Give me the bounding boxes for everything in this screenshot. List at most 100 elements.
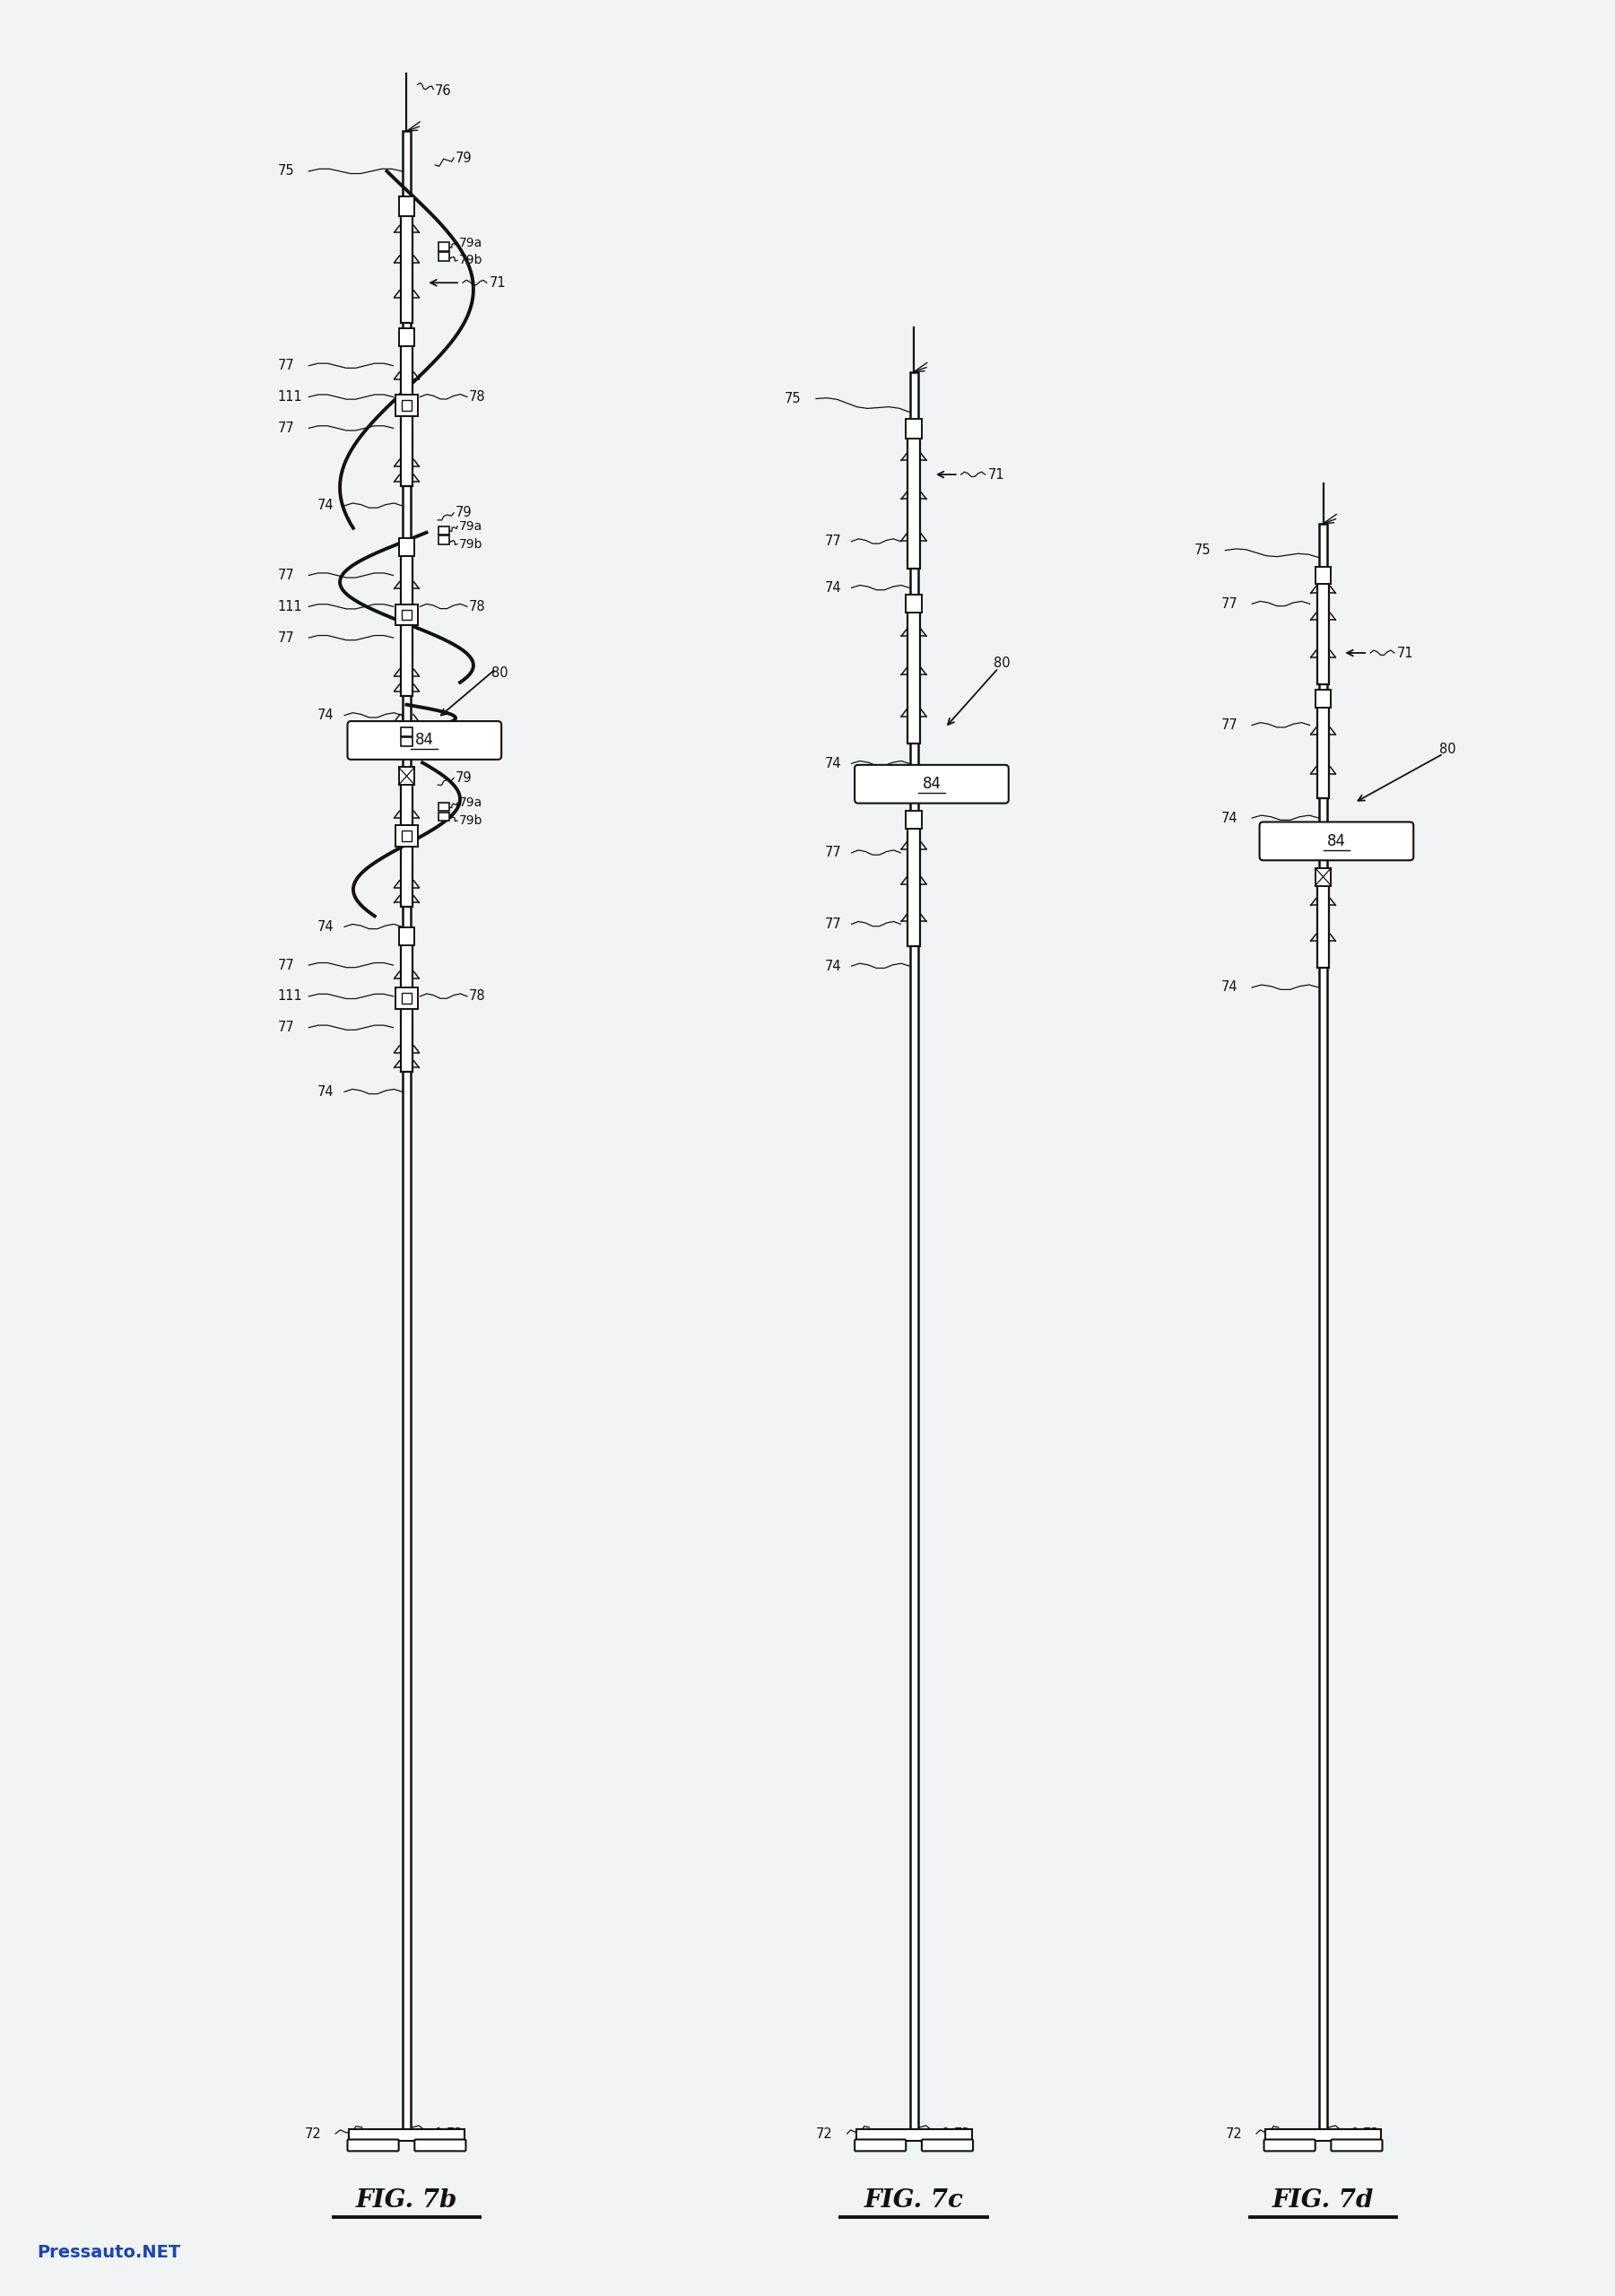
Text: 84: 84 <box>415 732 434 748</box>
FancyBboxPatch shape <box>347 721 501 760</box>
Text: 76: 76 <box>434 85 452 99</box>
Bar <box>1316 576 1329 684</box>
Bar <box>401 400 412 411</box>
Text: 71: 71 <box>988 468 1005 482</box>
Text: 74: 74 <box>825 960 841 974</box>
Text: 78: 78 <box>468 990 486 1003</box>
Bar <box>439 813 449 822</box>
FancyBboxPatch shape <box>1265 2140 1315 2151</box>
Bar <box>856 2128 972 2140</box>
Bar <box>396 395 418 416</box>
Bar <box>399 767 415 785</box>
Bar <box>401 340 413 487</box>
Bar <box>906 595 922 613</box>
Bar <box>349 2128 465 2140</box>
Bar <box>401 608 412 620</box>
Text: 73: 73 <box>447 2126 464 2140</box>
FancyBboxPatch shape <box>922 2140 972 2151</box>
Text: FIG. 7b: FIG. 7b <box>355 2188 457 2213</box>
Bar <box>908 429 921 567</box>
Bar <box>399 537 415 556</box>
Bar <box>906 420 922 439</box>
Bar <box>906 810 922 829</box>
Text: 111: 111 <box>278 390 302 404</box>
Bar <box>908 822 921 946</box>
Text: 79: 79 <box>455 152 472 165</box>
Text: 80: 80 <box>993 657 1011 670</box>
Bar <box>439 253 449 262</box>
Text: 77: 77 <box>278 422 294 434</box>
Text: 71: 71 <box>1397 645 1413 659</box>
Text: 79b: 79b <box>459 537 483 551</box>
Text: 78: 78 <box>468 390 486 404</box>
Bar <box>1265 2128 1381 2140</box>
Text: 77: 77 <box>825 918 841 930</box>
Text: 80: 80 <box>1439 742 1455 755</box>
Text: 72: 72 <box>1226 2126 1242 2140</box>
Text: 77: 77 <box>278 957 294 971</box>
Text: 111: 111 <box>278 599 302 613</box>
Text: 72: 72 <box>304 2126 321 2140</box>
Text: 78: 78 <box>468 599 486 613</box>
Bar <box>401 549 413 696</box>
Text: 75: 75 <box>278 165 294 179</box>
Text: 74: 74 <box>1221 810 1237 824</box>
Text: 74: 74 <box>318 498 334 512</box>
Text: 79: 79 <box>455 505 472 519</box>
Bar <box>401 939 413 1072</box>
Text: 74: 74 <box>318 921 334 934</box>
Bar <box>401 778 413 907</box>
Text: 77: 77 <box>1221 597 1237 611</box>
FancyBboxPatch shape <box>415 2140 465 2151</box>
Text: 77: 77 <box>278 569 294 583</box>
FancyBboxPatch shape <box>854 765 1009 804</box>
Text: 77: 77 <box>825 535 841 549</box>
Bar <box>439 804 449 810</box>
Bar <box>908 606 921 744</box>
Text: 77: 77 <box>825 845 841 859</box>
Bar <box>1315 567 1331 583</box>
Bar <box>401 831 412 840</box>
Bar <box>399 195 415 216</box>
Text: 84: 84 <box>922 776 942 792</box>
Text: FIG. 7d: FIG. 7d <box>1273 2188 1374 2213</box>
Bar <box>1319 523 1328 2128</box>
Text: 74: 74 <box>318 1086 334 1097</box>
Bar <box>439 243 449 250</box>
Bar <box>401 207 413 324</box>
Text: 80: 80 <box>491 666 507 680</box>
Text: 72: 72 <box>816 2126 833 2140</box>
Text: 77: 77 <box>278 358 294 372</box>
Bar <box>396 824 418 847</box>
Text: 111: 111 <box>278 990 302 1003</box>
Bar <box>439 526 449 535</box>
Text: 77: 77 <box>278 1022 294 1033</box>
FancyBboxPatch shape <box>854 2140 906 2151</box>
Text: 79b: 79b <box>459 255 483 266</box>
Text: 79a: 79a <box>459 236 483 248</box>
Bar <box>399 328 415 347</box>
Bar <box>1315 868 1331 886</box>
Bar <box>1315 689 1331 707</box>
Bar <box>1316 879 1329 969</box>
Bar <box>396 604 418 625</box>
Text: 74: 74 <box>1221 980 1237 994</box>
Text: 74: 74 <box>318 709 334 723</box>
Text: Pressauto.NET: Pressauto.NET <box>37 2243 181 2262</box>
Bar <box>402 131 410 2128</box>
Bar <box>401 737 413 746</box>
FancyBboxPatch shape <box>347 2140 399 2151</box>
Text: 79a: 79a <box>459 797 483 808</box>
FancyBboxPatch shape <box>1331 2140 1382 2151</box>
Text: 77: 77 <box>278 631 294 645</box>
Bar <box>909 372 917 2128</box>
Text: 77: 77 <box>1221 719 1237 732</box>
Text: 74: 74 <box>825 581 841 595</box>
Text: 84: 84 <box>1328 833 1345 850</box>
FancyBboxPatch shape <box>1260 822 1413 861</box>
Text: FIG. 7c: FIG. 7c <box>864 2188 964 2213</box>
Text: 79: 79 <box>455 771 472 785</box>
Bar <box>401 728 413 737</box>
Bar <box>399 928 415 946</box>
Bar <box>401 994 412 1003</box>
